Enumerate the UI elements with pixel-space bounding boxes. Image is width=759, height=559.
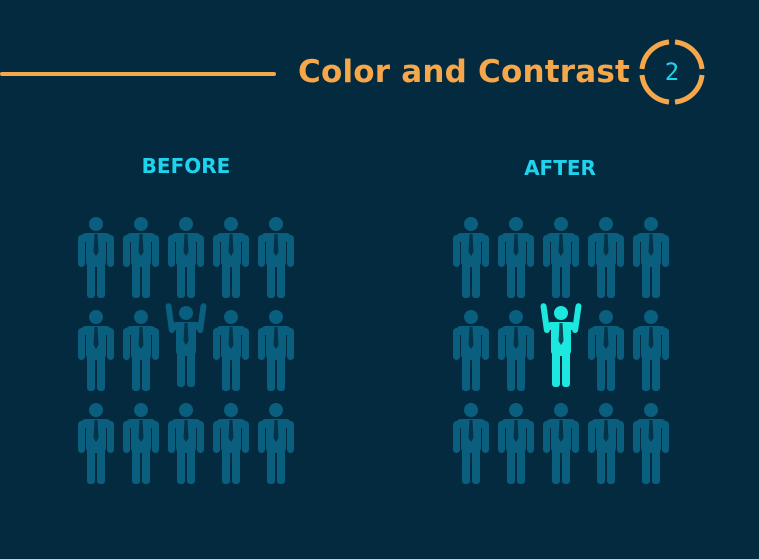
dashed-ring-icon [639, 39, 705, 105]
person-icon [123, 310, 159, 391]
person-icon [453, 217, 489, 298]
person-icon [168, 217, 204, 298]
person-icon [633, 310, 669, 391]
person-icon [498, 403, 534, 484]
person-icon [168, 403, 204, 484]
highlighted-person-icon [540, 303, 582, 387]
page-title: Color and Contrast [298, 54, 631, 90]
person-icon [213, 310, 249, 391]
person-icon [258, 217, 294, 298]
person-icon [123, 217, 159, 298]
person-icon [78, 217, 114, 298]
person-icon [543, 403, 579, 484]
person-icon [498, 217, 534, 298]
person-icon [453, 310, 489, 391]
person-icon [123, 403, 159, 484]
person-icon [588, 403, 624, 484]
person-icon [633, 217, 669, 298]
person-icon [588, 310, 624, 391]
person-icon [498, 310, 534, 391]
highlighted-person-icon [165, 303, 207, 387]
person-icon [543, 217, 579, 298]
person-icon [633, 403, 669, 484]
person-icon [78, 310, 114, 391]
before-figure-grid [78, 217, 294, 484]
person-icon [258, 310, 294, 391]
step-badge: 2 [638, 38, 706, 106]
person-icon [588, 217, 624, 298]
person-icon [258, 403, 294, 484]
person-icon [213, 403, 249, 484]
person-icon [213, 217, 249, 298]
after-label: AFTER [524, 156, 596, 180]
person-icon [453, 403, 489, 484]
before-label: BEFORE [141, 154, 231, 178]
step-number: 2 [664, 58, 680, 86]
header-rule [0, 72, 276, 76]
person-icon [78, 403, 114, 484]
after-figure-grid [453, 217, 669, 484]
